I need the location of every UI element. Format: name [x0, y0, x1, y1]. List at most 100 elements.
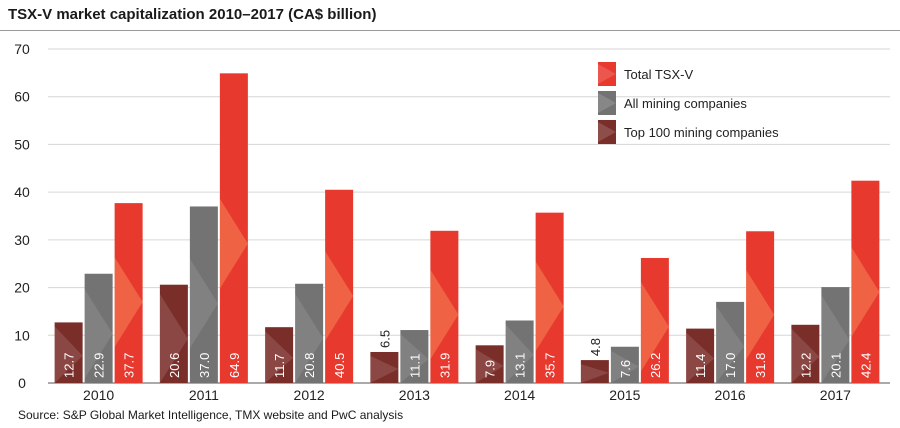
bar-highlight: [851, 247, 880, 337]
legend-swatch: [598, 91, 616, 115]
bar: [580, 360, 609, 383]
bar-highlight: [686, 332, 715, 383]
data-label: 20.6: [167, 353, 182, 378]
data-label: 17.0: [723, 353, 738, 378]
bar: [265, 327, 294, 383]
bar: [159, 284, 188, 383]
bar: [295, 283, 324, 383]
legend-label: Top 100 mining companies: [624, 125, 779, 140]
bar-highlight: [610, 350, 639, 383]
data-label: 31.8: [753, 353, 768, 378]
x-tick-label: 2012: [294, 387, 325, 403]
bar: [535, 212, 564, 383]
bar: [430, 230, 459, 383]
x-tick-label: 2017: [820, 387, 851, 403]
data-label: 64.9: [227, 353, 242, 378]
bar: [610, 346, 639, 383]
data-label: 31.9: [437, 353, 452, 378]
y-tick-label: 0: [18, 375, 26, 391]
bar: [54, 322, 83, 383]
data-label: 35.7: [543, 353, 558, 378]
bar-highlight: [114, 257, 143, 347]
y-tick-label: 50: [14, 136, 30, 152]
bar: [640, 257, 669, 383]
bar: [370, 351, 399, 383]
source-note: Source: S&P Global Market Intelligence, …: [18, 408, 404, 422]
bar: [791, 324, 820, 383]
y-tick-label: 40: [14, 184, 30, 200]
y-tick-label: 70: [14, 41, 30, 57]
bar: [189, 206, 218, 383]
y-tick-label: 30: [14, 232, 30, 248]
title-divider: [0, 30, 900, 31]
data-label: 22.9: [92, 353, 107, 378]
bar-highlight: [325, 251, 354, 341]
x-tick-label: 2010: [83, 387, 114, 403]
legend-swatch-highlight: [598, 93, 616, 113]
bar-highlight: [475, 349, 504, 383]
legend-swatch: [598, 120, 616, 144]
bar-highlight: [54, 326, 83, 383]
bar: [84, 273, 113, 383]
x-tick-label: 2016: [715, 387, 746, 403]
data-label: 12.7: [62, 353, 77, 378]
data-label: 11.7: [272, 354, 287, 378]
bar-highlight: [189, 258, 218, 349]
data-label: 7.9: [483, 360, 498, 378]
bar: [475, 345, 504, 383]
bar-highlight: [84, 289, 113, 379]
x-tick-label: 2015: [609, 387, 640, 403]
data-label: 20.1: [828, 353, 843, 378]
bar-highlight: [791, 328, 820, 383]
bar: [686, 328, 715, 383]
chart-title: TSX-V market capitalization 2010–2017 (C…: [8, 6, 377, 23]
bar-highlight: [640, 281, 669, 372]
data-label: 40.5: [332, 353, 347, 378]
data-label: 20.8: [302, 353, 317, 378]
y-tick-label: 10: [14, 327, 30, 343]
bar: [219, 73, 248, 383]
bar-highlight: [400, 334, 429, 383]
bar-highlight: [295, 293, 324, 383]
legend-label: All mining companies: [624, 96, 747, 111]
data-label: 11.4: [693, 354, 708, 378]
bar-highlight: [580, 364, 609, 383]
legend-swatch: [598, 62, 616, 86]
data-label: 6.5: [377, 330, 392, 348]
data-label: 13.1: [513, 353, 528, 378]
bar-highlight: [821, 295, 850, 383]
data-label: 7.6: [618, 360, 633, 378]
y-tick-label: 20: [14, 280, 30, 296]
x-tick-label: 2013: [399, 387, 430, 403]
bar-highlight: [535, 261, 564, 352]
x-tick-label: 2014: [504, 387, 535, 403]
bar-highlight: [505, 324, 534, 383]
legend-label: Total TSX-V: [624, 67, 693, 82]
bar-highlight: [265, 331, 294, 383]
y-tick-label: 60: [14, 89, 30, 105]
data-label: 26.2: [648, 353, 663, 378]
data-label: 12.2: [798, 353, 813, 378]
legend-swatch-highlight: [598, 122, 616, 142]
bar-highlight: [716, 305, 745, 383]
bar: [325, 189, 354, 383]
bar: [746, 231, 775, 383]
legend-swatch-highlight: [598, 64, 616, 84]
data-label: 11.1: [407, 354, 422, 378]
bar: [716, 301, 745, 383]
data-label: 4.8: [588, 338, 603, 356]
data-label: 37.0: [197, 353, 212, 378]
bar: [851, 180, 880, 383]
data-label: 42.4: [858, 353, 873, 378]
x-tick-label: 2011: [189, 387, 219, 403]
bar-highlight: [219, 198, 248, 289]
bar: [505, 320, 534, 383]
bar: [821, 287, 850, 383]
bar: [400, 330, 429, 383]
data-label: 37.7: [122, 353, 137, 378]
bar-highlight: [370, 355, 399, 383]
bar-highlight: [746, 269, 775, 360]
bar: [114, 203, 143, 383]
